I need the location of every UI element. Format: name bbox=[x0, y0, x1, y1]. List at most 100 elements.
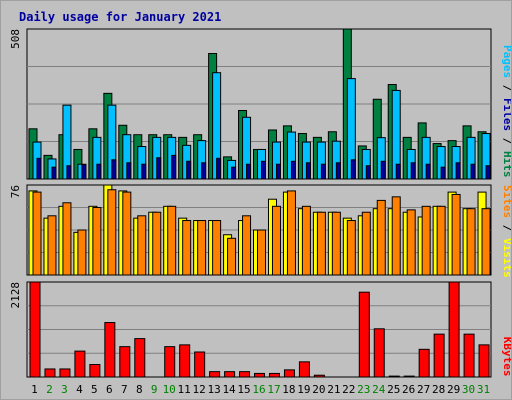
bar-pages-day-17 bbox=[275, 163, 281, 180]
bar-kbytes-day-3 bbox=[59, 368, 71, 378]
bar-sites-day-1 bbox=[32, 191, 42, 276]
legend-part: / bbox=[501, 218, 511, 238]
bar-sites-day-8 bbox=[137, 215, 147, 276]
x-tick-label-day-3: 3 bbox=[61, 383, 68, 396]
legend-part: Pages bbox=[501, 45, 511, 78]
bar-pages-day-9 bbox=[156, 157, 162, 180]
x-tick-label-day-18: 18 bbox=[282, 383, 295, 396]
bar-pages-day-11 bbox=[186, 160, 192, 180]
bar-pages-day-26 bbox=[410, 162, 416, 180]
x-tick-label-day-23: 23 bbox=[357, 383, 370, 396]
bar-pages-day-30 bbox=[470, 163, 476, 180]
bar-pages-day-27 bbox=[425, 163, 431, 180]
bar-pages-day-29 bbox=[455, 162, 461, 180]
bar-kbytes-day-31 bbox=[478, 344, 490, 378]
x-tick-label-day-20: 20 bbox=[312, 383, 325, 396]
bar-kbytes-day-29 bbox=[448, 281, 460, 378]
bar-sites-day-2 bbox=[47, 215, 57, 276]
x-tick-label-day-19: 19 bbox=[297, 383, 310, 396]
bar-sites-day-26 bbox=[406, 209, 416, 276]
bar-pages-day-1 bbox=[36, 157, 42, 180]
x-tick-label-day-28: 28 bbox=[432, 383, 445, 396]
legend-part: / bbox=[501, 78, 511, 98]
x-tick-label-day-6: 6 bbox=[106, 383, 113, 396]
x-tick-label-day-16: 16 bbox=[252, 383, 265, 396]
panel-2-legend: Sites / Visits bbox=[501, 185, 511, 278]
bar-kbytes-day-18 bbox=[283, 369, 295, 378]
bar-kbytes-day-8 bbox=[134, 338, 146, 378]
bar-kbytes-day-2 bbox=[44, 368, 56, 378]
bar-sites-day-3 bbox=[62, 202, 72, 276]
legend-part: Hits bbox=[501, 151, 511, 178]
panel-2-max-label: 76 bbox=[9, 185, 22, 198]
bar-sites-day-15 bbox=[242, 215, 252, 276]
bar-sites-day-16 bbox=[257, 229, 267, 276]
x-tick-label-day-11: 11 bbox=[178, 383, 191, 396]
bar-kbytes-day-13 bbox=[209, 371, 221, 378]
x-tick-label-day-27: 27 bbox=[417, 383, 430, 396]
x-tick-label-day-2: 2 bbox=[46, 383, 53, 396]
bar-sites-day-4 bbox=[77, 229, 87, 276]
chart-title: Daily usage for January 2021 bbox=[19, 10, 221, 24]
bar-kbytes-day-19 bbox=[298, 361, 310, 378]
bar-pages-day-12 bbox=[201, 162, 207, 180]
bar-sites-day-9 bbox=[152, 211, 162, 276]
bar-pages-day-10 bbox=[171, 154, 177, 180]
bar-pages-day-28 bbox=[440, 166, 446, 180]
x-tick-label-day-26: 26 bbox=[402, 383, 415, 396]
x-tick-label-day-17: 17 bbox=[267, 383, 280, 396]
bar-sites-day-5 bbox=[92, 207, 102, 276]
bar-pages-day-8 bbox=[141, 163, 147, 180]
bar-kbytes-day-12 bbox=[194, 351, 206, 378]
bar-pages-day-18 bbox=[290, 160, 296, 180]
bar-sites-day-17 bbox=[271, 205, 281, 276]
bar-sites-day-22 bbox=[346, 220, 356, 276]
bar-pages-day-14 bbox=[231, 166, 237, 180]
bar-sites-day-11 bbox=[182, 220, 192, 276]
bar-pages-day-7 bbox=[126, 162, 132, 180]
bar-sites-day-10 bbox=[167, 205, 177, 276]
legend-part: / bbox=[501, 131, 511, 151]
bar-sites-day-12 bbox=[197, 220, 207, 276]
bar-pages-day-24 bbox=[380, 160, 386, 180]
bar-sites-day-25 bbox=[391, 196, 401, 276]
bar-kbytes-day-23 bbox=[358, 291, 370, 378]
bar-kbytes-day-11 bbox=[179, 344, 191, 378]
bar-sites-day-28 bbox=[436, 205, 446, 276]
bar-sites-day-7 bbox=[122, 191, 132, 276]
x-tick-label-day-29: 29 bbox=[447, 383, 460, 396]
bar-kbytes-day-16 bbox=[254, 372, 266, 378]
bar-pages-day-3 bbox=[66, 165, 72, 180]
bar-kbytes-day-5 bbox=[89, 364, 101, 378]
bar-kbytes-day-26 bbox=[403, 375, 415, 378]
bar-kbytes-day-30 bbox=[463, 333, 475, 378]
bar-sites-day-18 bbox=[286, 190, 296, 276]
bar-pages-day-2 bbox=[51, 166, 57, 180]
bar-kbytes-day-7 bbox=[119, 346, 131, 378]
x-tick-label-day-9: 9 bbox=[151, 383, 158, 396]
bar-pages-day-31 bbox=[485, 165, 491, 180]
x-tick-label-day-30: 30 bbox=[462, 383, 475, 396]
x-tick-label-day-24: 24 bbox=[372, 383, 386, 396]
x-tick-label-day-12: 12 bbox=[193, 383, 206, 396]
legend-part: KBytes bbox=[501, 337, 511, 377]
bar-pages-day-13 bbox=[216, 157, 222, 180]
x-tick-label-day-13: 13 bbox=[207, 383, 220, 396]
bar-pages-day-20 bbox=[320, 163, 326, 180]
bar-sites-day-23 bbox=[361, 211, 371, 276]
panel-3-legend: KBytes bbox=[501, 337, 511, 377]
bar-sites-day-14 bbox=[227, 237, 237, 276]
x-tick-label-day-31: 31 bbox=[477, 383, 490, 396]
x-tick-label-day-5: 5 bbox=[91, 383, 98, 396]
bar-sites-day-21 bbox=[331, 211, 341, 276]
bar-kbytes-day-20 bbox=[313, 374, 325, 378]
bar-pages-day-6 bbox=[111, 159, 117, 180]
bar-sites-day-6 bbox=[107, 189, 117, 276]
x-tick-label-day-25: 25 bbox=[387, 383, 400, 396]
bar-pages-day-4 bbox=[81, 164, 87, 180]
x-tick-label-day-8: 8 bbox=[136, 383, 143, 396]
x-tick-label-day-22: 22 bbox=[342, 383, 355, 396]
x-tick-label-day-10: 10 bbox=[163, 383, 176, 396]
legend-part: Visits bbox=[501, 238, 511, 278]
x-tick-label-day-14: 14 bbox=[222, 383, 236, 396]
